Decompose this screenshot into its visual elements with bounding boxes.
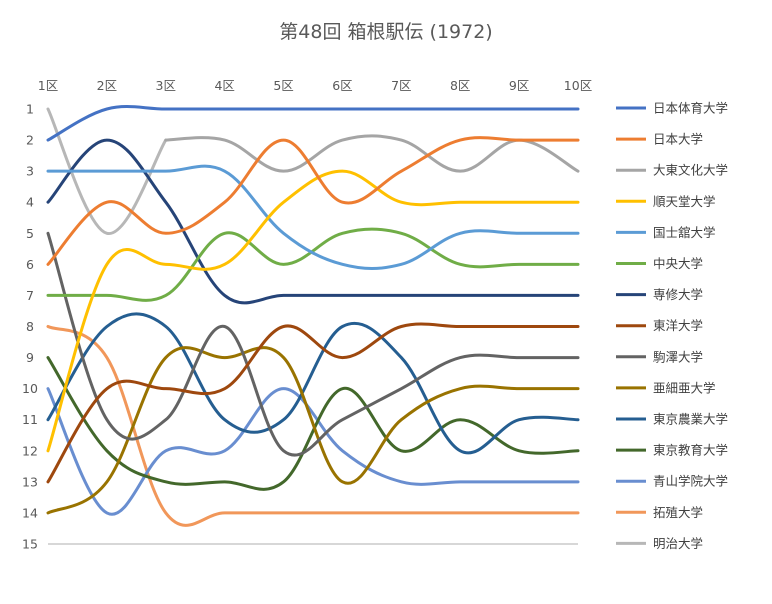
y-tick-label: 5 bbox=[26, 226, 34, 241]
x-tick-label: 1区 bbox=[38, 78, 58, 93]
y-tick-label: 13 bbox=[22, 474, 38, 489]
legend-label: 明治大学 bbox=[653, 536, 703, 551]
series-line bbox=[46, 164, 580, 271]
legend-label: 専修大学 bbox=[653, 287, 703, 302]
y-tick-label: 10 bbox=[22, 381, 38, 396]
y-tick-label: 11 bbox=[22, 412, 38, 427]
legend-label: 亜細亜大学 bbox=[653, 380, 716, 395]
y-tick-label: 15 bbox=[22, 537, 38, 552]
series-line bbox=[46, 325, 580, 527]
series-line bbox=[46, 105, 580, 142]
y-tick-label: 14 bbox=[22, 505, 38, 520]
y-tick-label: 8 bbox=[26, 319, 34, 334]
legend-label: 日本大学 bbox=[653, 132, 703, 147]
legend-label: 駒澤大学 bbox=[653, 349, 703, 364]
y-tick-label: 4 bbox=[26, 195, 34, 210]
y-tick-label: 6 bbox=[26, 257, 34, 272]
chart-title: 第48回 箱根駅伝 (1972) bbox=[279, 21, 492, 43]
x-tick-label: 7区 bbox=[391, 78, 411, 93]
y-tick-label: 2 bbox=[26, 133, 34, 148]
legend-label: 国士舘大学 bbox=[653, 225, 716, 240]
x-tick-label: 5区 bbox=[273, 78, 293, 93]
legend-label: 中央大学 bbox=[653, 256, 703, 271]
legend-label: 東京農業大学 bbox=[653, 412, 728, 427]
x-tick-label: 2区 bbox=[97, 78, 117, 93]
x-tick-label: 6区 bbox=[332, 78, 352, 93]
legend-label: 東洋大学 bbox=[653, 318, 703, 333]
legend: 日本体育大学日本大学大東文化大学順天堂大学国士舘大学中央大学専修大学東洋大学駒澤… bbox=[616, 101, 728, 551]
y-tick-label: 9 bbox=[26, 350, 34, 365]
legend-label: 東京教育大学 bbox=[653, 443, 728, 458]
x-tick-label: 9区 bbox=[509, 78, 529, 93]
legend-label: 順天堂大学 bbox=[653, 194, 716, 209]
legend-label: 大東文化大学 bbox=[653, 163, 728, 178]
series-line bbox=[46, 138, 580, 305]
series-lines bbox=[46, 105, 580, 527]
y-tick-label: 7 bbox=[26, 288, 34, 303]
x-tick-label: 8区 bbox=[450, 78, 470, 93]
legend-label: 日本体育大学 bbox=[653, 101, 728, 116]
y-tick-label: 3 bbox=[26, 164, 34, 179]
y-tick-label: 1 bbox=[26, 102, 34, 117]
series-line bbox=[46, 231, 580, 457]
series-line bbox=[46, 322, 580, 484]
series-line bbox=[46, 387, 580, 516]
series-line bbox=[46, 169, 580, 453]
x-tick-label: 4区 bbox=[214, 78, 234, 93]
series-line bbox=[46, 227, 580, 302]
legend-label: 青山学院大学 bbox=[653, 474, 728, 489]
x-axis-labels: 1区 2区 3区 4区 5区 6区 7区 8区 9区 10区 bbox=[38, 78, 592, 93]
series-line bbox=[46, 356, 580, 491]
y-tick-label: 12 bbox=[22, 443, 38, 458]
series-line bbox=[46, 312, 580, 455]
x-tick-label: 10区 bbox=[564, 78, 592, 93]
series-line bbox=[46, 346, 580, 515]
legend-label: 拓殖大学 bbox=[653, 505, 703, 520]
series-line bbox=[46, 136, 580, 266]
x-tick-label: 3区 bbox=[156, 78, 176, 93]
